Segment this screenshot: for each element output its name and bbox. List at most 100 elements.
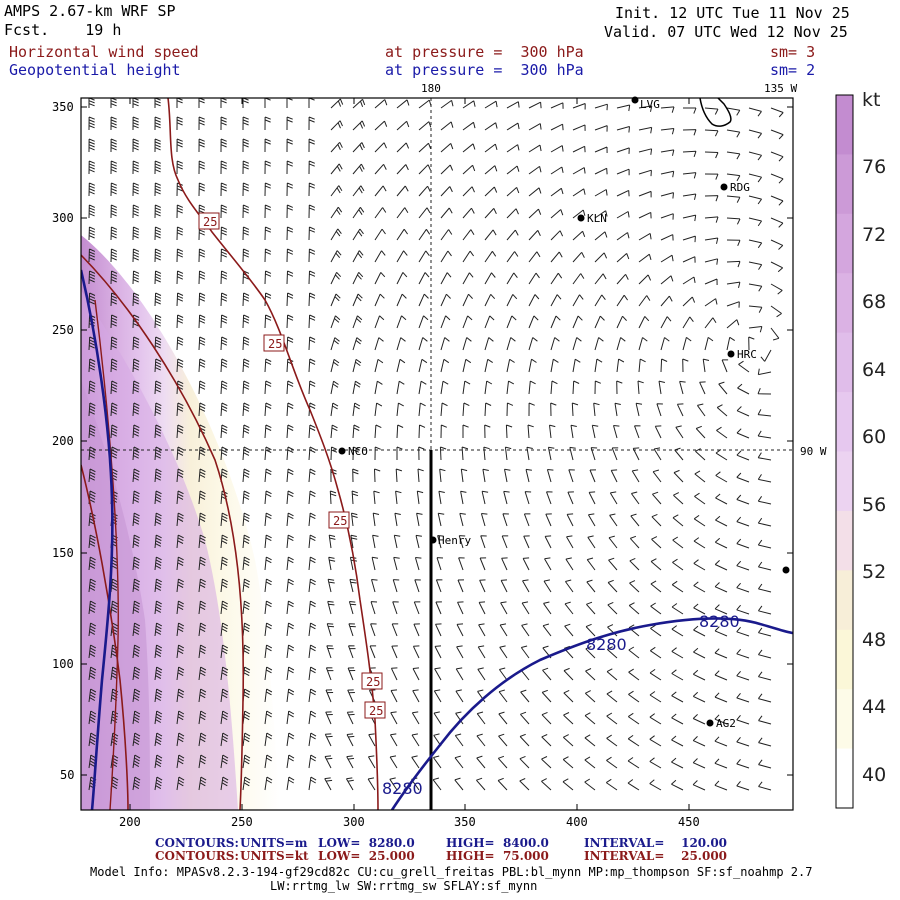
wind-barb	[374, 185, 387, 197]
wind-barb	[330, 424, 338, 439]
wind-barb	[498, 733, 508, 747]
wind-barb	[607, 579, 618, 593]
lon-90w-label: 90 W	[800, 445, 827, 458]
wind-barb	[88, 98, 95, 108]
wind-barb	[694, 470, 706, 483]
wind-barb	[330, 293, 341, 307]
wind-barb	[476, 777, 486, 791]
svg-text:25: 25	[369, 704, 383, 718]
wind-barb	[132, 776, 141, 791]
wind-barb	[242, 512, 250, 527]
wind-barb	[437, 535, 444, 549]
wind-barb	[132, 710, 141, 725]
wind-barb	[330, 271, 342, 285]
wind-barb	[692, 669, 706, 681]
colorbar-band	[836, 392, 853, 452]
wind-barb	[88, 160, 95, 175]
wind-barb	[392, 579, 400, 593]
colorbar-band	[836, 213, 853, 274]
wind-barb	[606, 668, 618, 681]
wind-barb	[607, 601, 618, 615]
wind-barb	[326, 645, 334, 659]
wind-barb	[286, 424, 294, 439]
wind-barb	[726, 129, 741, 138]
wind-barb	[418, 337, 428, 351]
wind-barb	[176, 666, 185, 681]
wind-barb	[432, 755, 442, 769]
wind-barb	[484, 208, 497, 219]
wind-barb	[498, 711, 508, 725]
wind-barb	[286, 446, 294, 461]
wind-barb	[757, 430, 772, 439]
wind-barb	[391, 623, 399, 637]
wind-barb	[704, 151, 719, 159]
wind-barb	[396, 380, 405, 395]
wind-barb	[374, 402, 383, 417]
wind-barb	[176, 556, 184, 571]
wind-barb	[374, 315, 385, 329]
wind-barb	[176, 754, 185, 769]
wind-barb	[456, 623, 464, 637]
wind-barb	[351, 512, 358, 527]
wind-barb	[522, 557, 530, 571]
colorbar-label-48: 48	[862, 629, 887, 651]
wind-barb	[572, 188, 586, 197]
wind-barb	[132, 622, 141, 637]
wind-barb	[220, 578, 228, 593]
wind-barb	[748, 326, 763, 333]
wind-barb	[286, 226, 294, 241]
wind-barb	[616, 168, 630, 176]
wind-barb	[308, 182, 315, 197]
wind-barb	[394, 512, 401, 527]
wind-barb	[286, 314, 294, 329]
wind-barb	[627, 734, 640, 747]
wind-barb	[132, 336, 140, 351]
wind-barb	[550, 358, 559, 373]
wind-barb	[176, 446, 184, 461]
wind-barb	[198, 600, 206, 615]
wind-barb	[110, 666, 119, 681]
wind-barb	[286, 556, 294, 571]
wind-barb	[525, 468, 532, 483]
wind-barb	[308, 556, 316, 571]
wind-contour-label-2: 25	[263, 334, 285, 352]
wind-barb	[132, 424, 140, 439]
wind-barb	[286, 380, 294, 395]
wind-barb	[757, 671, 772, 681]
wind-barb	[440, 337, 450, 351]
wind-barb	[566, 535, 574, 549]
wind-barb	[770, 151, 784, 162]
wind-barb	[629, 580, 640, 593]
wind-barb	[418, 446, 425, 461]
wind-barb	[286, 666, 295, 681]
wind-barb	[695, 425, 706, 439]
wind-barb	[616, 380, 623, 395]
wind-barb	[479, 579, 486, 593]
wind-barb	[736, 560, 750, 571]
wind-barb	[758, 759, 772, 769]
wind-barb	[704, 278, 718, 286]
footer-wind-units: UNITS=kt	[240, 849, 309, 863]
wind-barb	[374, 293, 385, 307]
wind-barb	[616, 147, 630, 154]
wind-barb	[286, 248, 294, 263]
wind-barb	[242, 490, 250, 505]
wind-barb	[506, 229, 519, 241]
wind-barb	[374, 99, 388, 109]
wind-barb	[456, 645, 464, 659]
wind-barb	[370, 601, 378, 615]
wind-barb	[649, 735, 662, 747]
wind-barb	[352, 271, 364, 285]
wind-barb	[572, 251, 585, 263]
wind-barb	[348, 623, 356, 637]
wind-barb	[650, 580, 662, 593]
wind-barb	[715, 515, 728, 527]
wind-barb	[264, 446, 272, 461]
wind-barb	[675, 425, 684, 439]
wind-barb	[501, 535, 509, 549]
wind-barb	[110, 754, 119, 769]
wind-barb	[432, 777, 442, 791]
wind-barb	[154, 600, 162, 615]
wind-barb	[418, 424, 426, 439]
wind-barb	[154, 182, 161, 197]
